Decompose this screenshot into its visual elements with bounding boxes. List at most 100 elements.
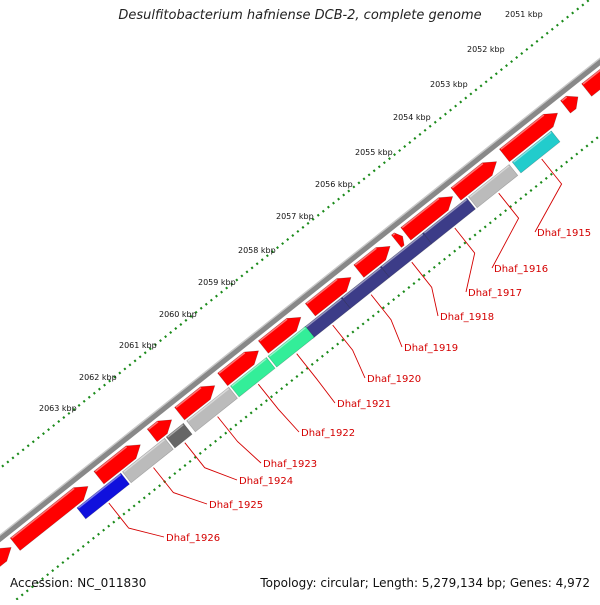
outer-tick-dot [128, 363, 132, 367]
inner-tick-dot [188, 459, 192, 463]
outer-tick-dot [352, 185, 356, 189]
outer-tick-dot [21, 448, 25, 452]
inner-tick-dot [387, 302, 391, 306]
outer-tick-dot [291, 233, 295, 237]
inner-tick-dot [203, 447, 207, 451]
outer-tick-dot [204, 302, 208, 306]
kbp-tick-label: 2054 kbp [393, 113, 431, 122]
inner-tick-dot [483, 225, 487, 229]
outer-tick-dot [11, 456, 15, 460]
inner-tick-dot [407, 286, 411, 290]
outer-tick-dot [281, 242, 285, 246]
reverse-gene-Dhaf_1925 [121, 437, 174, 484]
outer-tick-dot [194, 310, 198, 314]
inner-tick-dot [35, 581, 39, 585]
outer-tick-dot [270, 250, 274, 254]
inner-tick-dot [539, 180, 543, 184]
outer-tick-dot [92, 391, 96, 395]
outer-tick-dot [214, 294, 218, 298]
outer-tick-dot [108, 379, 112, 383]
forward-gene-arrow-shine [218, 352, 246, 374]
outer-tick-dot [220, 290, 224, 294]
kbp-tick-label: 2057 kbp [276, 212, 314, 221]
inner-tick-dot [504, 209, 508, 213]
outer-tick-dot [47, 428, 51, 432]
outer-tick-dot [199, 306, 203, 310]
kbp-tick-label: 2053 kbp [430, 80, 468, 89]
inner-tick-dot [295, 375, 299, 378]
inner-tick-dot [590, 140, 594, 144]
outer-tick-dot [41, 432, 45, 436]
outer-tick-dot [169, 331, 173, 335]
leader-line [370, 294, 403, 348]
outer-tick-dot [6, 460, 10, 464]
inner-tick-dot [554, 168, 558, 172]
forward-gene-arrow [498, 112, 559, 163]
forward-gene-arrow-shine [500, 114, 545, 150]
inner-tick-dot [432, 265, 436, 269]
forward-gene-arrow [0, 547, 12, 567]
inner-tick-dot [499, 213, 502, 217]
forward-gene-arrow [9, 486, 89, 551]
inner-tick-dot [478, 229, 482, 233]
outer-tick-dot [560, 19, 564, 23]
inner-tick-dot [519, 197, 523, 201]
inner-tick-dot [112, 520, 116, 524]
outer-tick-dot [418, 132, 422, 136]
outer-tick-dot [464, 96, 468, 100]
inner-tick-dot [107, 524, 111, 528]
gene-labels: Dhaf_1915 Dhaf_1916 Dhaf_1917 Dhaf_1918 Dhaf… [166, 228, 591, 544]
forward-gene-arrow-shine [451, 163, 484, 189]
kbp-tick-label: 2063 kbp [39, 404, 77, 413]
inner-tick-dot [458, 245, 462, 249]
forward-gene-arrow [93, 444, 141, 485]
reverse-gene-Dhaf_1922-shine [231, 358, 267, 387]
inner-tick-dot [453, 249, 457, 253]
inner-tick-dot [208, 443, 212, 447]
inner-tick-dot [76, 548, 80, 552]
outer-tick-dot [550, 27, 554, 31]
reverse-gene-Dhaf_1923 [186, 386, 238, 433]
inner-tick-dot [183, 464, 187, 467]
outer-tick-dot [545, 31, 549, 35]
inner-tick-dot [595, 136, 599, 140]
inner-tick-dot [254, 407, 258, 411]
inner-tick-dot [361, 322, 365, 326]
genome-info-text: Topology: circular; Length: 5,279,134 bp… [260, 576, 590, 590]
kbp-tick-label: 2056 kbp [315, 180, 353, 189]
reverse-gene-Dhaf_1916-shine [469, 165, 510, 198]
outer-tick-dot [245, 270, 249, 274]
leader-line [534, 158, 563, 233]
inner-tick-dot [147, 492, 151, 496]
inner-tick-dot [270, 395, 273, 399]
inner-tick-dot [300, 370, 304, 374]
forward-strand-genes [0, 68, 600, 567]
outer-tick-dot [459, 100, 463, 104]
outer-tick-dot [479, 84, 483, 88]
outer-tick-dot [398, 149, 402, 153]
inner-tick-dot [371, 314, 375, 318]
outer-tick-dot [31, 440, 35, 444]
inner-tick-dot [86, 540, 90, 544]
outer-tick-dot [184, 318, 188, 322]
outer-tick-dot [403, 145, 407, 148]
reverse-gene-Dhaf_1921-shine [268, 327, 306, 357]
forward-gene-arrow [353, 245, 391, 278]
inner-tick-dot [493, 217, 497, 221]
outer-tick-dot [438, 116, 442, 120]
forward-gene-arrow-shine [392, 232, 396, 236]
reverse-gene-Dhaf_1917 [422, 197, 476, 245]
outer-tick-dot [286, 238, 290, 242]
forward-gene-arrow [450, 161, 498, 201]
kbp-tick-label: 2062 kbp [79, 373, 117, 382]
inner-tick-dot [320, 354, 324, 358]
forward-gene-arrow-shine [175, 387, 202, 409]
outer-tick-dot [428, 124, 432, 128]
inner-tick-dot [412, 282, 416, 285]
inner-tick-dot [331, 346, 335, 350]
gene-label: Dhaf_1921 [337, 399, 391, 410]
outer-tick-dot [77, 403, 81, 407]
gene-label: Dhaf_1918 [440, 312, 494, 323]
reverse-gene-Dhaf_1922 [229, 356, 276, 398]
reverse-gene-Dhaf_1924-shine [167, 424, 184, 438]
